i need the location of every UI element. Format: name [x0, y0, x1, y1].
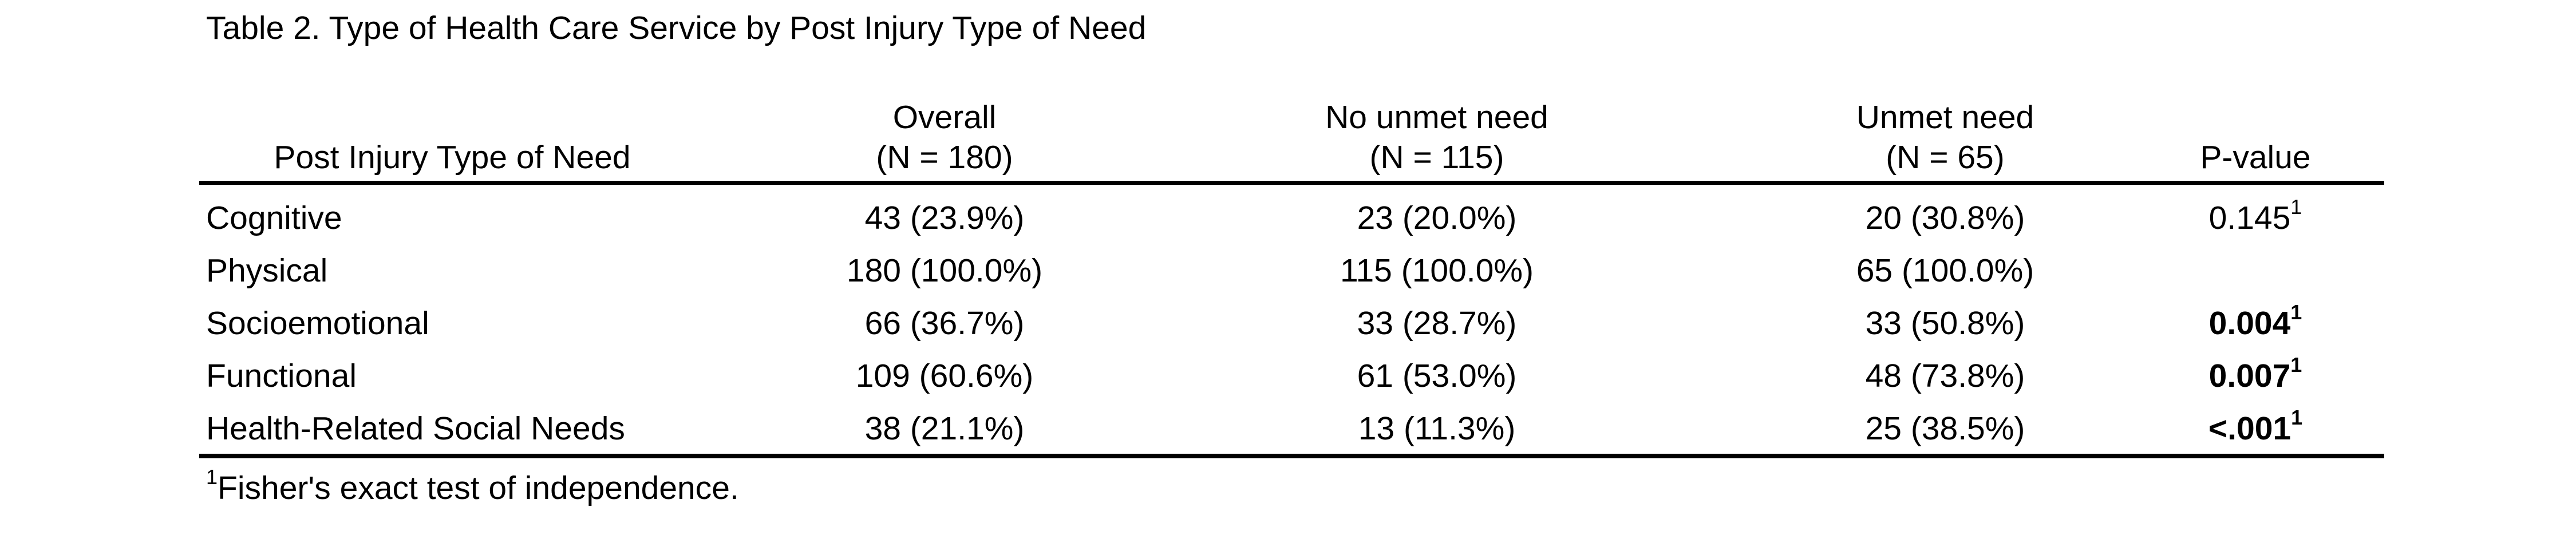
- cell-unmet: 48 (73.8%): [1865, 358, 2025, 394]
- cell-no-unmet: 23 (20.0%): [1357, 200, 1517, 236]
- cell-overall: 43 (23.9%): [864, 200, 1025, 236]
- cell-no-unmet: 33 (28.7%): [1357, 305, 1517, 342]
- cell-unmet: 25 (38.5%): [1865, 410, 2025, 447]
- header-unmet-n: (N = 65): [1886, 139, 2005, 176]
- header-p-value-label: P-value: [2200, 139, 2311, 176]
- cell-unmet: 65 (100.0%): [1856, 252, 2034, 289]
- cell-p-value: 0.0041: [2208, 300, 2302, 343]
- footnote-text: Fisher's exact test of independence.: [218, 470, 739, 506]
- footnote-marker: 1: [206, 465, 218, 489]
- header-rule: [199, 181, 2384, 185]
- header-unmet: Unmet need (N = 65): [1785, 97, 2105, 177]
- table-caption: Table 2. Type of Health Care Service by …: [206, 10, 1147, 46]
- cell-overall: 38 (21.1%): [864, 410, 1025, 447]
- row-label: Physical: [206, 252, 328, 289]
- footnote-marker: 1: [2290, 195, 2302, 219]
- cell-overall: 180 (100.0%): [846, 252, 1043, 289]
- cell-p-value: 0.1451: [2208, 195, 2302, 238]
- cell-p-value: 0.0071: [2208, 353, 2302, 396]
- table-footnote: 1Fisher's exact test of independence.: [206, 465, 739, 508]
- header-no-unmet: No unmet need (N = 115): [1277, 97, 1597, 177]
- cell-no-unmet: 13 (11.3%): [1358, 410, 1516, 447]
- row-label: Socioemotional: [206, 305, 429, 342]
- header-need-type: Post Injury Type of Need: [258, 137, 647, 177]
- header-p-value: P-value: [2170, 137, 2341, 177]
- p-value-text: 0.145: [2208, 200, 2291, 236]
- header-no-unmet-n: (N = 115): [1369, 139, 1504, 176]
- header-overall-title: Overall: [892, 99, 997, 136]
- footnote-marker: 1: [2290, 300, 2302, 324]
- header-overall-n: (N = 180): [876, 139, 1013, 176]
- row-label: Functional: [206, 358, 357, 394]
- header-no-unmet-title: No unmet need: [1325, 99, 1548, 136]
- cell-no-unmet: 115 (100.0%): [1340, 252, 1534, 289]
- header-need-type-label: Post Injury Type of Need: [274, 139, 631, 176]
- p-value-text: <.001: [2208, 410, 2291, 447]
- footnote-marker: 1: [2291, 406, 2303, 429]
- row-label: Cognitive: [206, 200, 342, 236]
- cell-overall: 109 (60.6%): [855, 358, 1034, 394]
- bottom-rule: [199, 454, 2384, 458]
- footnote-marker: 1: [2290, 353, 2302, 376]
- cell-overall: 66 (36.7%): [864, 305, 1025, 342]
- header-overall: Overall (N = 180): [784, 97, 1105, 177]
- cell-p-value: <.0011: [2208, 406, 2303, 449]
- p-value-text: 0.007: [2208, 358, 2291, 394]
- cell-unmet: 20 (30.8%): [1865, 200, 2025, 236]
- cell-unmet: 33 (50.8%): [1865, 305, 2025, 342]
- p-value-text: 0.004: [2208, 305, 2291, 342]
- cell-no-unmet: 61 (53.0%): [1357, 358, 1517, 394]
- header-unmet-title: Unmet need: [1856, 99, 2034, 136]
- row-label: Health-Related Social Needs: [206, 410, 625, 447]
